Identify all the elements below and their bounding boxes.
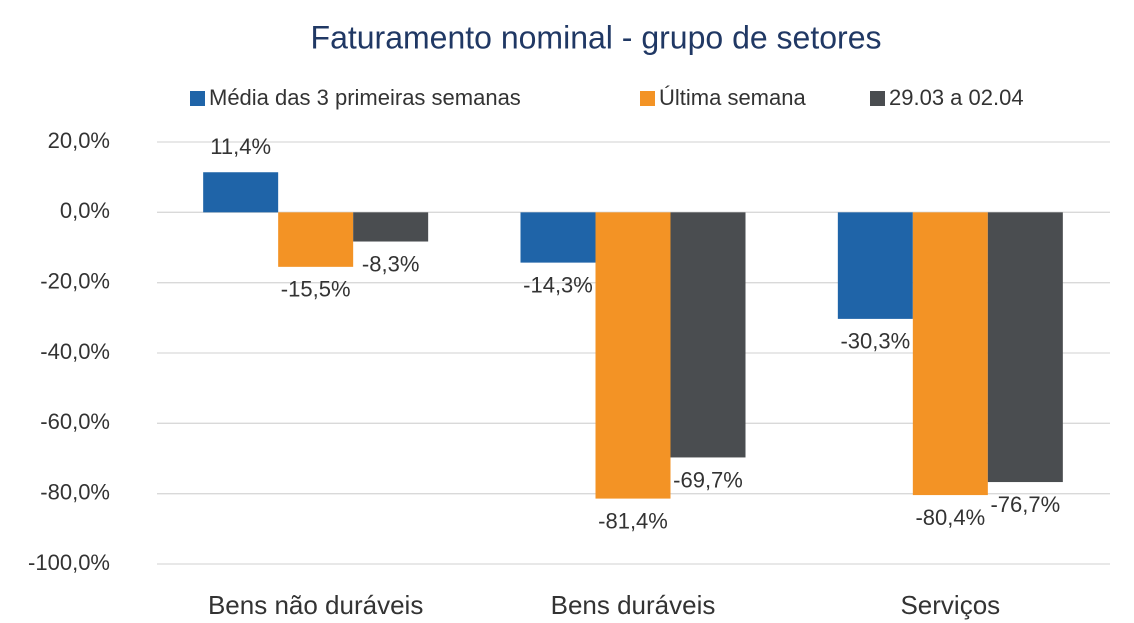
y-tick-label: -100,0% <box>28 550 110 575</box>
bar <box>278 212 354 267</box>
data-label: -69,7% <box>673 467 743 492</box>
y-tick-label: 20,0% <box>48 128 110 153</box>
y-tick-label: -40,0% <box>40 339 110 364</box>
data-label: -30,3% <box>840 329 910 354</box>
legend-swatch <box>870 91 885 106</box>
legend-label: Média das 3 primeiras semanas <box>209 85 521 110</box>
legend-swatch <box>190 91 205 106</box>
legend-label: 29.03 a 02.04 <box>889 85 1024 110</box>
bar <box>203 172 279 213</box>
bar <box>987 212 1063 483</box>
bar <box>912 212 988 496</box>
x-tick-label: Bens não duráveis <box>208 590 423 620</box>
data-label: -14,3% <box>523 272 593 297</box>
bar <box>353 212 429 242</box>
y-tick-label: 0,0% <box>60 198 110 223</box>
bar <box>670 212 746 458</box>
y-tick-label: -80,0% <box>40 479 110 504</box>
legend-label: Última semana <box>659 85 806 110</box>
data-label: -8,3% <box>362 251 419 276</box>
data-label: -76,7% <box>990 492 1060 517</box>
bar <box>520 212 596 263</box>
x-tick-label: Bens duráveis <box>551 590 716 620</box>
y-tick-label: -60,0% <box>40 409 110 434</box>
data-label: -81,4% <box>598 508 668 533</box>
data-label: -80,4% <box>915 505 985 530</box>
data-label: 11,4% <box>210 134 271 159</box>
bar <box>837 212 913 319</box>
chart-title: Faturamento nominal - grupo de setores <box>311 19 882 55</box>
legend-swatch <box>640 91 655 106</box>
bar <box>595 212 671 499</box>
x-tick-label: Serviços <box>900 590 1000 620</box>
y-tick-label: -20,0% <box>40 268 110 293</box>
data-label: -15,5% <box>281 277 351 302</box>
